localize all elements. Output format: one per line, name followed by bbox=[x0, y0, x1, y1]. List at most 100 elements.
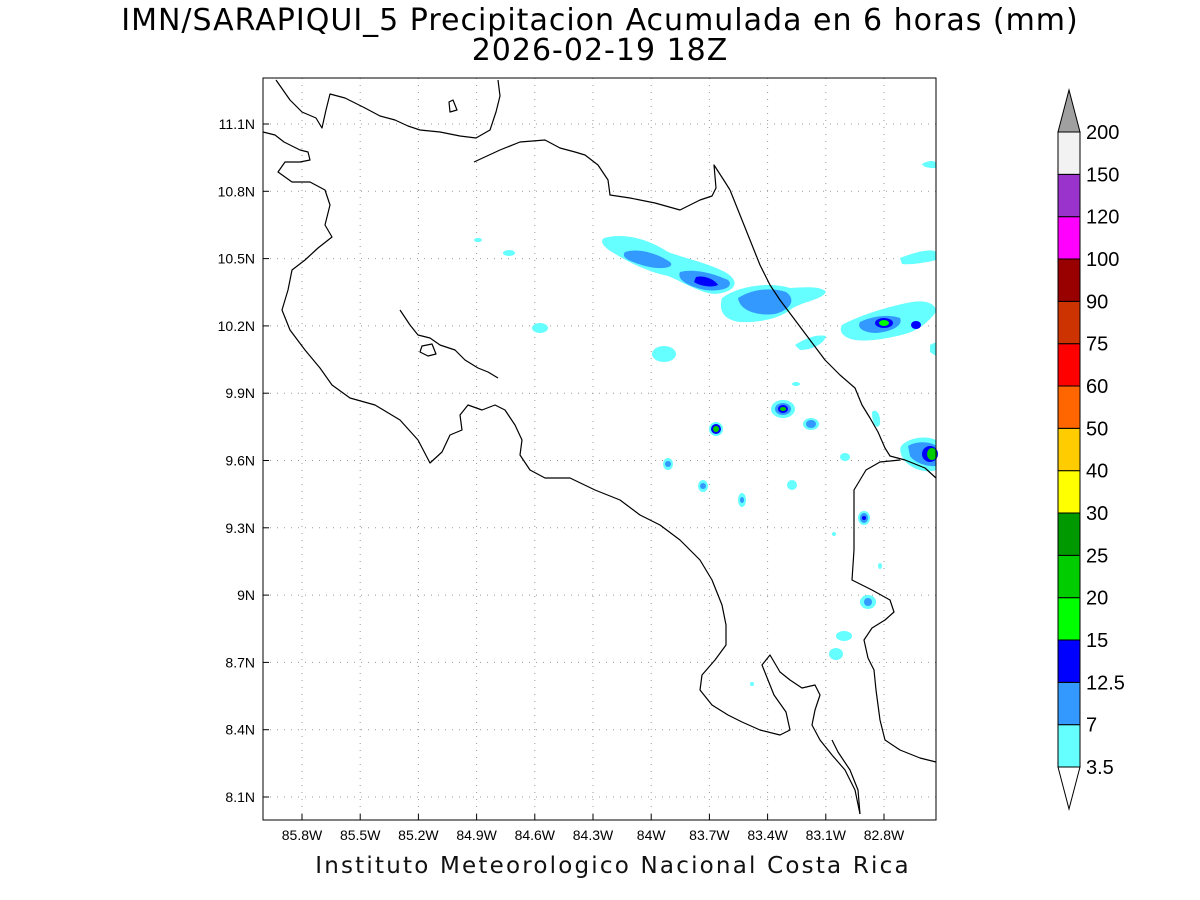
lon-label: 82.8W bbox=[864, 827, 905, 843]
precip-core bbox=[879, 320, 889, 326]
lon-label: 85.5W bbox=[340, 827, 381, 843]
precip-cell bbox=[740, 497, 744, 503]
lat-label: 10.8N bbox=[218, 183, 255, 199]
map-subtitle-datetime: 2026-02-19 18Z bbox=[471, 33, 729, 68]
precip-cell bbox=[862, 516, 866, 520]
lat-label: 8.1N bbox=[225, 789, 255, 805]
lat-label: 8.4N bbox=[225, 722, 255, 738]
longitude-labels: 85.8W 85.5W 85.2W 84.9W 84.6W 84.3W 84W 83.7W 83… bbox=[282, 814, 905, 843]
credit-footer: Instituto Meteorologico Nacional Costa R… bbox=[315, 853, 911, 879]
colorbar-swatch bbox=[1057, 724, 1081, 768]
colorbar-swatch bbox=[1057, 300, 1081, 345]
precip-patch bbox=[623, 250, 672, 269]
colorbar-lower-arrow bbox=[1057, 766, 1081, 811]
precip-cell bbox=[787, 480, 797, 490]
panama-peninsula bbox=[831, 739, 861, 815]
precip-patch bbox=[872, 410, 881, 427]
lon-label: 84.3W bbox=[573, 827, 614, 843]
colorbar-label: 7 bbox=[1086, 715, 1097, 737]
precip-cell bbox=[806, 420, 816, 428]
colorbar-swatch bbox=[1057, 470, 1081, 514]
colorbar-label: 3.5 bbox=[1086, 757, 1114, 779]
precip-cell bbox=[713, 426, 719, 432]
precip-core bbox=[927, 448, 937, 460]
colorbar-swatch bbox=[1057, 385, 1081, 429]
precip-cell bbox=[864, 598, 872, 606]
panama-border bbox=[851, 459, 937, 763]
colorbar-swatch bbox=[1057, 639, 1081, 683]
costa-rica-pacific-coast bbox=[262, 131, 861, 815]
colorbar-label: 30 bbox=[1086, 503, 1108, 525]
precip-cell bbox=[832, 532, 836, 536]
colorbar-label: 100 bbox=[1086, 249, 1119, 271]
lake-island bbox=[448, 99, 458, 113]
colorbar-label: 25 bbox=[1086, 545, 1108, 567]
nicaragua-coast bbox=[275, 79, 501, 139]
lon-label: 83.7W bbox=[689, 827, 730, 843]
colorbar-swatch bbox=[1057, 343, 1081, 387]
lon-label: 84W bbox=[637, 827, 667, 843]
caribbean-coast bbox=[729, 189, 937, 479]
colorbar-label: 150 bbox=[1086, 164, 1119, 186]
lat-label: 11.1N bbox=[219, 116, 255, 132]
map-title: IMN/SARAPIQUI_5 Precipitacion Acumulada … bbox=[121, 3, 1079, 38]
precip-cell bbox=[503, 250, 515, 256]
colorbar-swatch bbox=[1057, 681, 1081, 726]
coastlines-borders bbox=[262, 79, 937, 815]
colorbar-label: 20 bbox=[1086, 588, 1108, 610]
latitude-labels: 11.1N 10.8N 10.5N 10.2N 9.9N 9.6N 9.3N 9N 8.7N 8.… bbox=[218, 116, 269, 805]
precip-patch bbox=[795, 335, 826, 350]
colorbar-label: 90 bbox=[1086, 291, 1108, 313]
precip-cell bbox=[750, 682, 754, 686]
colorbar-label: 120 bbox=[1086, 207, 1119, 229]
colorbar-swatch bbox=[1057, 554, 1081, 599]
lat-label: 8.7N bbox=[225, 654, 255, 670]
lon-label: 84.9W bbox=[456, 827, 497, 843]
colorbar-upper-arrow bbox=[1057, 88, 1081, 133]
colorbar-swatch bbox=[1057, 512, 1081, 556]
precip-cell bbox=[792, 382, 800, 386]
lon-label: 83.1W bbox=[806, 827, 847, 843]
map-frame bbox=[262, 77, 937, 821]
precip-cell bbox=[836, 631, 852, 641]
colorbar-swatch bbox=[1057, 131, 1081, 175]
precip-cell bbox=[840, 453, 850, 461]
lon-label: 85.2W bbox=[398, 827, 439, 843]
nicaragua-costa-rica-border bbox=[473, 139, 731, 211]
colorbar-swatch bbox=[1057, 216, 1081, 260]
colorbar-label: 60 bbox=[1086, 376, 1108, 398]
lat-label: 10.2N bbox=[218, 318, 255, 334]
lat-label: 10.5N bbox=[218, 251, 255, 267]
precip-patch bbox=[922, 161, 936, 168]
lat-label: 9.9N bbox=[225, 385, 255, 401]
precip-cell bbox=[700, 483, 706, 489]
colorbar-swatch bbox=[1057, 427, 1081, 472]
colorbar-label: 50 bbox=[1086, 418, 1108, 440]
precip-cell bbox=[532, 323, 548, 333]
lon-label: 84.6W bbox=[515, 827, 556, 843]
lat-label: 9N bbox=[237, 587, 255, 603]
colorbar: 3.5 7 12.5 15 20 25 30 40 50 60 75 90 100 120 150 200 bbox=[1057, 88, 1125, 811]
colorbar-label: 40 bbox=[1086, 461, 1108, 483]
colorbar-label: 15 bbox=[1086, 630, 1108, 652]
nicoya-inner bbox=[399, 309, 499, 379]
lon-label: 83.4W bbox=[747, 827, 788, 843]
lat-lon-grid bbox=[263, 78, 936, 820]
precip-core bbox=[911, 321, 921, 329]
precip-cell bbox=[474, 238, 482, 242]
lat-label: 9.3N bbox=[225, 520, 255, 536]
precip-cell bbox=[665, 461, 671, 467]
precip-cell bbox=[652, 346, 676, 362]
colorbar-swatch bbox=[1057, 597, 1081, 641]
precip-cell bbox=[878, 563, 882, 569]
precip-cell bbox=[829, 648, 843, 660]
precipitation-shading bbox=[474, 161, 938, 686]
lat-label: 9.6N bbox=[225, 453, 255, 469]
colorbar-swatch bbox=[1057, 173, 1081, 218]
colorbar-label: 75 bbox=[1086, 334, 1108, 356]
colorbar-label: 200 bbox=[1086, 122, 1119, 144]
colorbar-label: 12.5 bbox=[1086, 672, 1125, 694]
lon-label: 85.8W bbox=[282, 827, 323, 843]
precip-patch bbox=[738, 289, 792, 315]
